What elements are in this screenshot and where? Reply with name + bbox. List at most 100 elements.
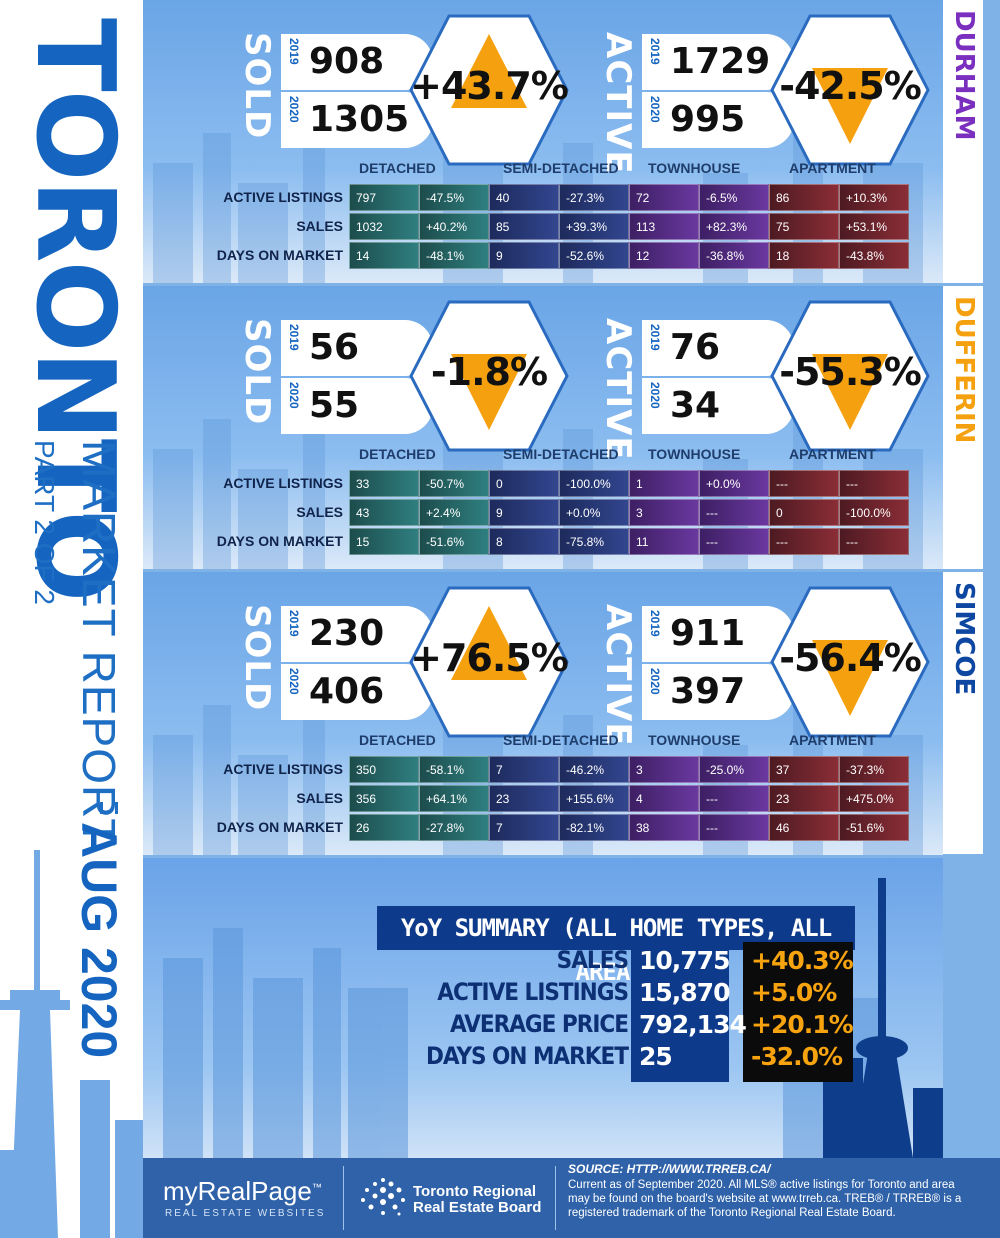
table-cell: 7 bbox=[489, 814, 559, 841]
table-cell: -46.2% bbox=[559, 756, 629, 783]
table-cell: 33 bbox=[349, 470, 419, 497]
table-cell: --- bbox=[699, 528, 769, 555]
up-arrow-icon bbox=[409, 586, 569, 738]
region-section-simcoe: SOLD 2019 230 2020 406 +76.5% ACTIVE 2019 911 202… bbox=[143, 572, 943, 855]
active-2020-value: 397 bbox=[664, 664, 794, 720]
sold-2020-value: 55 bbox=[303, 378, 433, 434]
table-cell: 8 bbox=[489, 528, 559, 555]
table-cell: 1032 bbox=[349, 213, 419, 240]
active-label: ACTIVE bbox=[598, 32, 638, 175]
summary-row: ACTIVE LISTINGS 15,870 +5.0% bbox=[383, 978, 943, 1008]
table-cell: 26 bbox=[349, 814, 419, 841]
active-2020-value: 34 bbox=[664, 378, 794, 434]
summary-label: DAYS ON MARKET bbox=[425, 1042, 629, 1070]
table-cell: -75.8% bbox=[559, 528, 629, 555]
row-label-sales: SALES bbox=[296, 504, 343, 520]
summary-changes-panel bbox=[743, 942, 853, 1082]
footer-divider bbox=[555, 1166, 556, 1230]
table-cell: 12 bbox=[629, 242, 699, 269]
table-cell: +64.1% bbox=[419, 785, 489, 812]
active-2019-value: 76 bbox=[664, 320, 794, 376]
sold-label: SOLD bbox=[237, 318, 277, 426]
sold-label: SOLD bbox=[237, 32, 277, 140]
table-cell: 3 bbox=[629, 756, 699, 783]
year-2019-label: 2019 bbox=[281, 320, 303, 376]
table-cell: 797 bbox=[349, 184, 419, 211]
table-cell: 350 bbox=[349, 756, 419, 783]
table-cell: 4 bbox=[629, 785, 699, 812]
active-change-badge: -56.4% bbox=[770, 584, 930, 740]
sold-change-badge: +76.5% bbox=[409, 584, 569, 740]
table-cell: --- bbox=[769, 470, 839, 497]
table-cell: +40.2% bbox=[419, 213, 489, 240]
active-2020-value: 995 bbox=[664, 92, 794, 148]
column-header-semi-detached: SEMI-DETACHED bbox=[503, 446, 619, 462]
table-cell: -6.5% bbox=[699, 184, 769, 211]
down-arrow-icon bbox=[409, 300, 569, 452]
table-cell: 0 bbox=[769, 499, 839, 526]
table-cell: 75 bbox=[769, 213, 839, 240]
table-cell: -58.1% bbox=[419, 756, 489, 783]
table-cell: 37 bbox=[769, 756, 839, 783]
summary-values-panel bbox=[631, 942, 729, 1082]
table-cell: +155.6% bbox=[559, 785, 629, 812]
table-cell: 3 bbox=[629, 499, 699, 526]
column-header-semi-detached: SEMI-DETACHED bbox=[503, 160, 619, 176]
table-cell: +53.1% bbox=[839, 213, 909, 240]
active-stat-group: ACTIVE 2019 76 2020 34 -55.3% bbox=[598, 300, 958, 461]
year-2020-label: 2020 bbox=[281, 664, 303, 720]
table-cell: 9 bbox=[489, 499, 559, 526]
summary-change: +40.3% bbox=[751, 946, 854, 975]
region-name-durham: DURHAM bbox=[943, 0, 983, 283]
year-2019-label: 2019 bbox=[642, 34, 664, 90]
active-change-percent: -42.5% bbox=[779, 64, 922, 108]
table-cell: 113 bbox=[629, 213, 699, 240]
year-2019-label: 2019 bbox=[642, 320, 664, 376]
row-label-active-listings: ACTIVE LISTINGS bbox=[223, 189, 343, 205]
table-cell: -43.8% bbox=[839, 242, 909, 269]
sold-2019-value: 230 bbox=[303, 606, 433, 662]
summary-value: 792,134 bbox=[639, 1010, 747, 1039]
table-cell: 9 bbox=[489, 242, 559, 269]
fine-print: Current as of September 2020. All MLS® a… bbox=[568, 1179, 962, 1219]
year-2020-label: 2020 bbox=[642, 92, 664, 148]
active-stat-group: ACTIVE 2019 1729 2020 995 -42.5% bbox=[598, 14, 958, 175]
summary-title: YoY SUMMARY (ALL HOME TYPES, ALL AREAS) bbox=[377, 906, 855, 986]
column-header-townhouse: TOWNHOUSE bbox=[648, 446, 741, 462]
region-name-simcoe: SIMCOE bbox=[943, 572, 983, 854]
year-2020-label: 2020 bbox=[642, 378, 664, 434]
table-cell: +2.4% bbox=[419, 499, 489, 526]
column-header-detached: DETACHED bbox=[359, 160, 436, 176]
footer: myRealPage™ REAL ESTATE WEBSITES Toronto… bbox=[143, 1158, 1000, 1238]
up-arrow-icon bbox=[409, 14, 569, 166]
sold-change-badge: +43.7% bbox=[409, 12, 569, 168]
table-cell: +39.3% bbox=[559, 213, 629, 240]
table-cell: 38 bbox=[629, 814, 699, 841]
active-label: ACTIVE bbox=[598, 604, 638, 747]
table-cell: 23 bbox=[489, 785, 559, 812]
sold-2019-value: 56 bbox=[303, 320, 433, 376]
report-part: PART 2 OF 2 bbox=[29, 440, 60, 605]
sold-change-percent: -1.8% bbox=[430, 350, 548, 394]
row-label-days-on-market: DAYS ON MARKET bbox=[216, 819, 343, 835]
row-label-active-listings: ACTIVE LISTINGS bbox=[223, 475, 343, 491]
summary-label: ACTIVE LISTINGS bbox=[437, 978, 629, 1006]
table-cell: 1 bbox=[629, 470, 699, 497]
table-cell: +82.3% bbox=[699, 213, 769, 240]
summary-value: 25 bbox=[639, 1042, 673, 1071]
summary-value: 10,775 bbox=[639, 946, 730, 975]
table-cell: --- bbox=[699, 785, 769, 812]
year-2019-label: 2019 bbox=[281, 34, 303, 90]
table-cell: --- bbox=[839, 528, 909, 555]
sold-2020-value: 406 bbox=[303, 664, 433, 720]
table-cell: 0 bbox=[489, 470, 559, 497]
sidebar: TORONTO MARKET REPORT PART 2 OF 2 AUG 20… bbox=[0, 0, 143, 1238]
table-cell: +0.0% bbox=[559, 499, 629, 526]
table-cell: -37.3% bbox=[839, 756, 909, 783]
table-cell: -82.1% bbox=[559, 814, 629, 841]
summary-change: +5.0% bbox=[751, 978, 837, 1007]
table-cell: -51.6% bbox=[419, 528, 489, 555]
table-cell: -36.8% bbox=[699, 242, 769, 269]
table-cell: +0.0% bbox=[699, 470, 769, 497]
table-cell: 86 bbox=[769, 184, 839, 211]
